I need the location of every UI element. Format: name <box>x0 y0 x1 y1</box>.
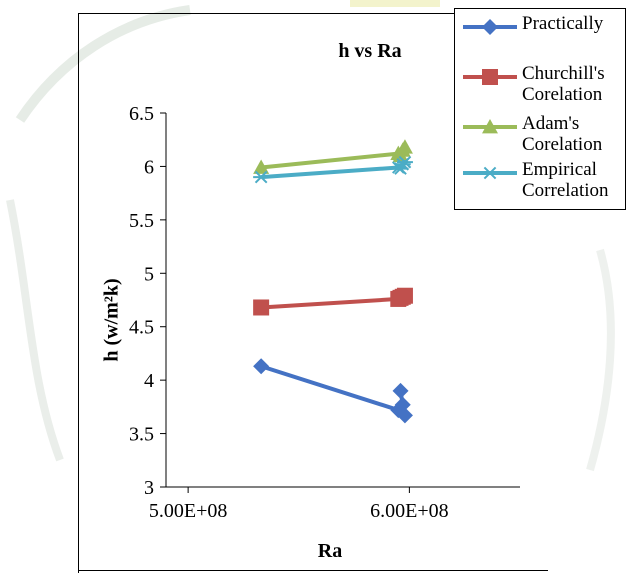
data-point-2-0 <box>253 159 270 174</box>
data-point-0-3 <box>394 396 411 413</box>
y-tick-label: 6.5 <box>129 103 154 125</box>
legend-label-empirical: Empirical Correlation <box>522 159 609 201</box>
legend-swatch-empirical <box>463 166 517 180</box>
legend-swatch-churchill <box>463 69 517 85</box>
data-point-0-4 <box>392 382 409 399</box>
data-point-0-0 <box>253 358 270 375</box>
y-tick-label: 3.5 <box>129 424 154 446</box>
data-point-3-4 <box>392 162 409 175</box>
legend: Practically Churchill's Corelation Adam'… <box>454 8 626 210</box>
chart-title: h vs Ra <box>338 40 402 62</box>
legend-item-adam: Adam's Corelation <box>459 113 627 159</box>
data-point-3-0 <box>253 170 270 184</box>
legend-label-practically: Practically <box>522 13 604 34</box>
legend-item-practically: Practically <box>459 13 627 59</box>
x-tick-label: 5.00E+08 <box>149 500 228 522</box>
x-axis-label: Ra <box>317 540 343 562</box>
y-tick-label: 4.5 <box>129 317 154 339</box>
legend-label-churchill: Churchill's Corelation <box>522 63 605 105</box>
series-3 <box>253 155 413 184</box>
series-line-1 <box>261 293 407 310</box>
y-axis-label: h (w/m²k) <box>100 278 123 362</box>
series-2 <box>253 139 413 174</box>
legend-item-empirical: Empirical Correlation <box>459 159 627 205</box>
data-point-0-2 <box>396 407 413 424</box>
axes: 3 3.5 4 4.5 5 5.5 6 6.5 5.00E+08 6.00E+08 <box>129 103 520 522</box>
y-tick-label: 5.5 <box>129 210 154 232</box>
series-0 <box>253 358 413 424</box>
x-tick-label: 6.00E+08 <box>370 500 449 522</box>
data-point-1-0 <box>253 299 270 316</box>
chart-border-left <box>78 13 79 573</box>
legend-swatch-practically <box>463 19 517 35</box>
data-point-1-4 <box>392 289 409 306</box>
legend-marker <box>482 69 498 85</box>
legend-marker <box>482 119 498 134</box>
chart-border-bottom <box>78 570 548 571</box>
series-1 <box>253 287 413 316</box>
series-layer <box>253 139 413 424</box>
series-line-2 <box>260 145 407 170</box>
legend-marker <box>482 166 498 180</box>
y-tick-label: 4 <box>144 370 154 392</box>
legend-marker <box>482 19 498 35</box>
y-tick-label: 5 <box>144 263 154 285</box>
chart-border-top <box>78 13 458 14</box>
data-point-2-4 <box>392 147 409 163</box>
series-line-0 <box>260 364 407 418</box>
y-tick-label: 3 <box>144 477 154 499</box>
y-tick-label: 6 <box>144 156 154 178</box>
legend-item-churchill: Churchill's Corelation <box>459 63 627 109</box>
legend-label-adam: Adam's Corelation <box>522 113 603 155</box>
legend-swatch-adam <box>463 119 517 134</box>
